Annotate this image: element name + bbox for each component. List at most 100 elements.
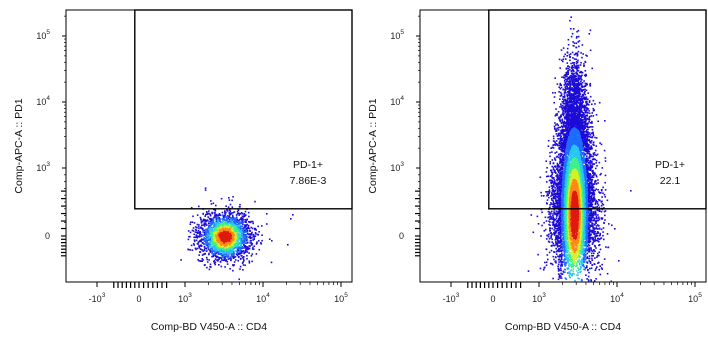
event-dot [591, 222, 593, 224]
event-dot [231, 226, 234, 228]
event-dot [551, 193, 553, 195]
event-dot [219, 239, 222, 242]
event-dot [220, 253, 222, 256]
event-dot [551, 173, 553, 176]
event-dot [216, 251, 219, 254]
event-dot [575, 46, 577, 49]
event-dot [602, 192, 604, 194]
event-dot [589, 154, 591, 156]
event-dot [591, 147, 593, 150]
event-dot [573, 94, 576, 96]
event-dot [608, 223, 610, 225]
event-dot [217, 228, 219, 230]
event-dot [555, 217, 558, 219]
event-dot [553, 209, 556, 211]
event-dot [224, 239, 226, 242]
event-dot [556, 83, 559, 85]
event-dot [560, 138, 563, 141]
event-dot [205, 256, 208, 259]
event-dot [584, 93, 587, 96]
event-dot [237, 209, 240, 211]
event-dot [583, 112, 585, 114]
event-dot [558, 223, 560, 225]
event-dot [595, 174, 598, 177]
x-axis-title: Comp-BD V450-A :: CD4 [151, 321, 267, 333]
event-dot [225, 222, 228, 225]
event-dot [598, 210, 601, 212]
event-dot [217, 240, 219, 243]
event-dot [549, 214, 552, 216]
event-dot [537, 223, 540, 225]
event-dot [598, 208, 601, 211]
event-dot [226, 237, 229, 240]
event-dot [217, 248, 219, 251]
event-dot [252, 234, 255, 236]
event-dot [574, 101, 576, 103]
event-dot [589, 134, 592, 136]
event-dot [224, 249, 226, 252]
event-dot [564, 53, 566, 56]
event-dot [600, 143, 603, 146]
event-dot [598, 225, 600, 227]
event-dot [544, 228, 547, 231]
event-dot [580, 89, 582, 91]
event-dot [215, 236, 218, 239]
event-dot [211, 226, 214, 229]
event-dot [223, 215, 226, 217]
event-dot [206, 235, 209, 237]
event-dot [579, 87, 582, 90]
event-dot [582, 121, 585, 123]
event-dot [220, 225, 222, 227]
event-dot [540, 191, 542, 194]
event-dot [236, 213, 239, 215]
event-dot [215, 227, 218, 229]
event-dot [588, 271, 590, 274]
event-dot [560, 103, 562, 105]
event-dot [548, 210, 550, 213]
event-dot [557, 173, 559, 176]
event-dot [268, 238, 271, 240]
event-dot [566, 55, 568, 57]
event-dot [226, 260, 229, 263]
event-dot [585, 138, 587, 140]
event-dot [570, 67, 573, 69]
event-dot [546, 167, 548, 169]
event-dot [232, 264, 234, 266]
event-dot [551, 191, 553, 194]
event-dot [190, 244, 193, 247]
event-dot [236, 249, 239, 251]
event-dot [243, 228, 245, 230]
event-dot [216, 259, 218, 261]
event-dot [585, 96, 588, 98]
event-dot [546, 238, 548, 240]
event-dot [210, 236, 212, 238]
event-dot [577, 35, 580, 38]
event-dot [539, 267, 542, 270]
event-dot [588, 157, 591, 159]
event-dot [251, 260, 253, 263]
event-dot [551, 221, 554, 224]
event-dot [229, 230, 232, 232]
event-dot [565, 92, 567, 94]
event-dot [551, 244, 553, 247]
event-dot [230, 223, 233, 225]
event-dot [203, 239, 206, 242]
event-dot [570, 70, 573, 73]
event-dot [244, 224, 246, 226]
event-dot [243, 259, 245, 262]
event-dot [599, 265, 601, 267]
event-dot [563, 55, 565, 58]
event-dot [556, 188, 559, 190]
event-dot [551, 190, 554, 192]
event-dot [215, 231, 217, 233]
event-dot [590, 166, 592, 168]
event-dot [254, 200, 256, 203]
event-dot [575, 105, 578, 108]
event-dot [592, 134, 595, 137]
event-dot [218, 238, 221, 240]
event-dot [580, 85, 583, 88]
event-dot [218, 258, 220, 260]
event-dot [205, 236, 208, 239]
event-dot [250, 232, 253, 235]
pd1-gate[interactable] [134, 9, 353, 210]
